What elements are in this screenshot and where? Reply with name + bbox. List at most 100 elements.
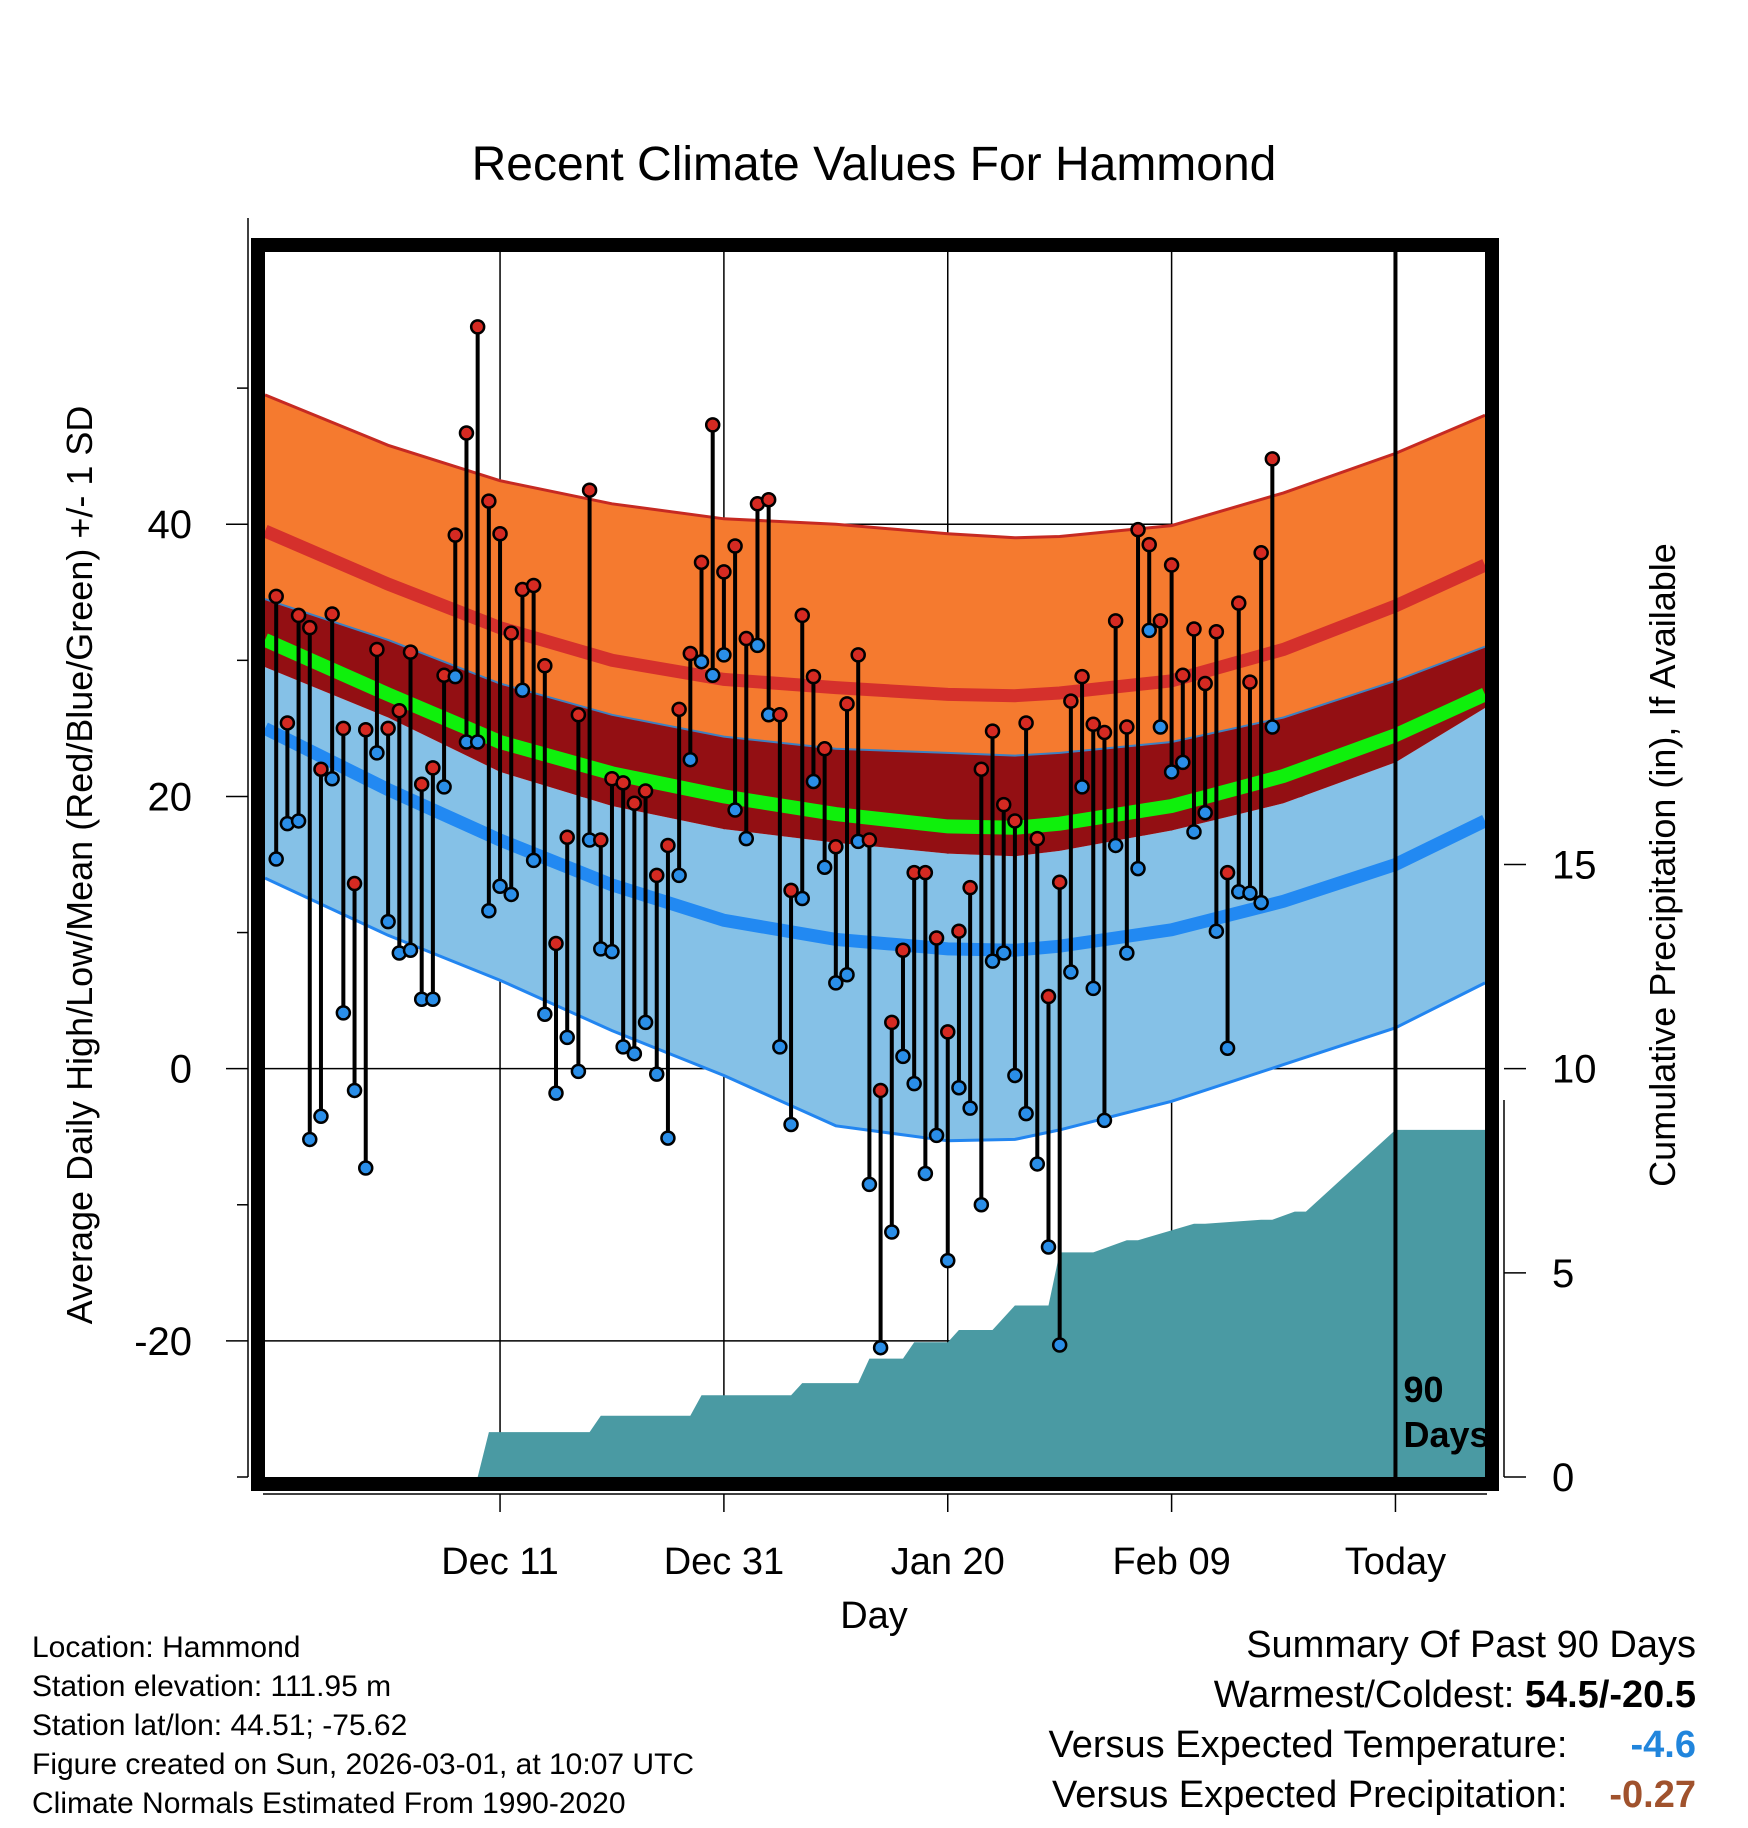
daily-high-point [626,795,643,811]
daily-low-point [559,1029,575,1046]
daily-high-point [537,658,553,674]
daily-low-point [1152,719,1169,735]
daily-high-point [559,829,575,846]
daily-high-point [525,577,542,594]
y-tick-label: 0 [170,1048,192,1092]
daily-high-point [940,1024,956,1040]
daily-high-point [1085,716,1102,733]
daily-low-point [481,903,497,919]
daily-low-point [1253,894,1269,911]
daily-high-point [313,761,329,777]
daily-high-point [481,493,497,509]
daily-high-point [380,720,396,737]
daily-low-point [1007,1067,1023,1084]
daily-high-point [682,645,699,662]
daily-high-point [1107,613,1124,629]
temp-value: -4.6 [1630,1724,1696,1766]
daily-high-point [425,760,441,776]
daily-high-point [369,641,385,658]
daily-high-point [805,668,822,685]
normal-bands [265,393,1485,1143]
daily-high-point [1163,557,1180,573]
daily-low-point [951,1079,967,1096]
daily-low-point [548,1085,564,1101]
daily-high-point [1040,988,1057,1005]
daily-low-point [906,1075,922,1092]
daily-high-point [637,783,654,799]
daily-high-point [1007,813,1023,829]
created-text: Figure created on Sun, 2026-03-01, at 10… [32,1748,695,1781]
daily-low-point [917,1165,934,1182]
daily-high-point [1130,521,1146,538]
daily-low-point [727,802,743,818]
x-tick-label: Jan 20 [891,1541,1005,1583]
daily-high-point [1264,451,1281,467]
daily-low-point [1040,1239,1057,1255]
x-tick-label: Today [1345,1541,1446,1583]
location-text: Location: Hammond [32,1631,301,1664]
summary-heading: Summary Of Past 90 Days [1246,1624,1696,1666]
chart-title: Recent Climate Values For Hammond [472,138,1277,191]
daily-low-point [1175,754,1191,771]
daily-low-point [492,878,508,895]
daily-high-point [895,942,911,958]
daily-low-point [783,1116,799,1133]
daily-high-point [850,647,866,663]
daily-high-point [828,839,844,855]
daily-low-point [828,975,844,991]
daily-high-point [872,1082,889,1099]
warm-cold-value: 54.5/-20.5 [1524,1674,1696,1716]
daily-high-point [1253,545,1269,561]
daily-low-point [1051,1337,1068,1353]
daily-high-point [503,625,519,641]
daily-high-point [1029,830,1046,847]
daily-high-point [962,879,978,896]
daily-high-point [738,630,755,647]
summary-panel: Summary Of Past 90 Days Warmest/Coldest:… [1049,1620,1696,1820]
daily-low-point [1141,622,1157,639]
daily-low-point [716,647,732,663]
daily-high-point [1018,715,1034,731]
daily-high-point [660,837,676,854]
daily-low-point [1063,964,1079,980]
daily-low-point [1219,1040,1236,1056]
elevation-text: Station elevation: 111.95 m [32,1670,392,1703]
daily-high-point [704,417,721,433]
daily-low-point [973,1197,990,1213]
x-tick-label: Dec 31 [664,1541,784,1583]
daily-high-point [1197,675,1213,692]
daily-low-point [895,1048,911,1065]
daily-low-point [503,886,519,903]
y-tick-label: 40 [148,503,193,547]
daily-high-point [1231,595,1247,611]
daily-high-point [816,741,833,757]
daily-high-point [357,722,374,738]
daily-low-point [324,771,340,787]
daily-high-point [1074,668,1090,685]
daily-low-point [682,751,699,768]
y2-axis-label: Cumulative Precipitation (in), If Availa… [1642,543,1683,1187]
daily-high-point [548,935,564,952]
daily-high-point [593,832,609,848]
daily-high-point [290,607,307,624]
precipitation-area [265,1129,1485,1477]
daily-low-point [604,943,620,960]
daily-low-point [794,890,810,907]
precip-value: -0.27 [1609,1774,1696,1816]
y-tick-label: -20 [134,1320,192,1364]
y2-tick-label: 5 [1552,1252,1574,1296]
x-tick-label: Feb 09 [1112,1541,1230,1583]
daily-high-point [1208,624,1225,640]
daily-high-point [279,715,296,731]
daily-low-point [447,668,464,685]
today-days-number: 90 [1403,1369,1443,1410]
daily-high-point [984,723,1001,739]
daily-low-point [1130,860,1146,877]
daily-high-point [772,707,788,723]
station-metadata: Location: Hammond Station elevation: 111… [32,1628,694,1823]
low-sd-band [265,667,1485,1141]
daily-low-point [1029,1156,1046,1172]
daily-low-point [335,1005,352,1021]
